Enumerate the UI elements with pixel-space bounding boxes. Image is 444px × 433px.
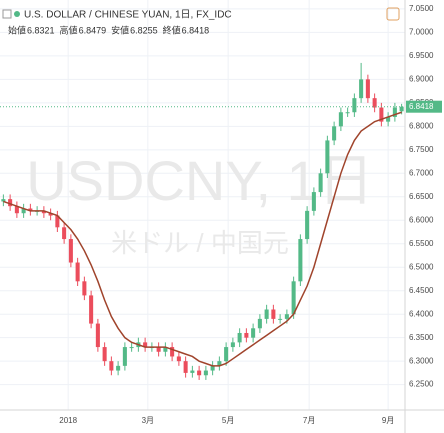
y-tick-label: 6.5000 bbox=[409, 262, 434, 271]
candle-body bbox=[197, 370, 202, 376]
candle-body bbox=[345, 112, 350, 114]
candle-body bbox=[89, 295, 94, 324]
ohlc-label: 安値 bbox=[111, 24, 129, 35]
x-tick-label: 7月 bbox=[303, 416, 315, 425]
candle-body bbox=[75, 262, 80, 282]
y-tick-label: 6.4500 bbox=[409, 286, 434, 295]
y-tick-label: 6.3000 bbox=[409, 356, 434, 365]
candle-body bbox=[244, 332, 249, 338]
candle-body bbox=[359, 79, 364, 99]
clock-icon[interactable] bbox=[386, 7, 400, 21]
candle-body bbox=[271, 309, 276, 319]
candle-body bbox=[55, 215, 60, 228]
x-tick-label: 9月 bbox=[382, 416, 394, 425]
y-tick-label: 7.0000 bbox=[409, 28, 434, 37]
candle-body bbox=[311, 192, 316, 211]
ohlc-value: 6.8418 bbox=[182, 25, 210, 35]
candle-body bbox=[82, 281, 87, 296]
moving-average bbox=[3, 111, 402, 367]
candle-body bbox=[352, 98, 357, 113]
candle-body bbox=[386, 116, 391, 122]
candle-body bbox=[325, 140, 330, 174]
candle-body bbox=[122, 347, 127, 366]
candle-body bbox=[41, 210, 46, 214]
ohlc-label: 終値 bbox=[163, 24, 181, 35]
candle-body bbox=[217, 361, 222, 366]
y-tick-label: 6.4000 bbox=[409, 309, 434, 318]
last-price-label: 6.8418 bbox=[409, 102, 434, 111]
candle-body bbox=[237, 332, 242, 343]
candle-body bbox=[399, 106, 404, 112]
candle-body bbox=[190, 370, 195, 373]
candle-body bbox=[143, 342, 148, 348]
candle-body bbox=[14, 206, 19, 214]
candle-body bbox=[284, 314, 289, 319]
candle-body bbox=[278, 318, 283, 320]
candle-body bbox=[298, 239, 303, 282]
candle-body bbox=[156, 347, 161, 352]
candle-body bbox=[210, 365, 215, 371]
candle-body bbox=[21, 208, 26, 214]
candle-body bbox=[332, 126, 337, 141]
candle-body bbox=[176, 356, 181, 362]
candle-body bbox=[264, 309, 269, 319]
ohlc-label: 始値 bbox=[8, 24, 26, 35]
candle-body bbox=[68, 239, 73, 263]
candle-body bbox=[338, 112, 343, 127]
candle-body bbox=[257, 318, 262, 329]
y-tick-label: 6.3500 bbox=[409, 333, 434, 342]
x-tick-label: 3月 bbox=[142, 416, 154, 425]
candle-body bbox=[291, 281, 296, 315]
y-tick-label: 7.0500 bbox=[409, 4, 434, 13]
candle-body bbox=[116, 365, 121, 371]
candle-body bbox=[8, 199, 13, 207]
candle-body bbox=[62, 227, 67, 240]
candle-body bbox=[95, 323, 100, 348]
candle-body bbox=[129, 347, 134, 349]
candle-body bbox=[109, 361, 114, 371]
x-tick-label: 5月 bbox=[222, 416, 234, 425]
candle-body bbox=[163, 347, 168, 352]
y-tick-label: 6.9000 bbox=[409, 74, 434, 83]
candle-body bbox=[372, 98, 377, 108]
last-price-badge bbox=[406, 100, 442, 113]
ohlc-legend: 始値 6.8321 高値 6.8479 安値 6.8255 終値 6.8418 bbox=[8, 24, 209, 35]
candle-body bbox=[203, 370, 208, 376]
candle-body bbox=[28, 208, 33, 211]
y-tick-label: 6.5500 bbox=[409, 239, 434, 248]
candle-body bbox=[170, 347, 175, 357]
candle-body bbox=[379, 107, 384, 122]
plot bbox=[0, 62, 405, 380]
candle-body bbox=[224, 347, 229, 362]
candle-body bbox=[230, 342, 235, 348]
y-tick-label: 6.8000 bbox=[409, 121, 434, 130]
y-tick-label: 6.6500 bbox=[409, 192, 434, 201]
candle-body bbox=[392, 107, 397, 117]
y-tick-label: 6.7000 bbox=[409, 168, 434, 177]
status-dot bbox=[14, 11, 20, 17]
candle-body bbox=[365, 79, 370, 99]
y-tick-label: 6.7500 bbox=[409, 145, 434, 154]
ohlc-value: 6.8321 bbox=[27, 25, 55, 35]
ohlc-value: 6.8479 bbox=[79, 25, 107, 35]
candle-body bbox=[183, 361, 188, 373]
y-tick-label: 6.2500 bbox=[409, 380, 434, 389]
candle-body bbox=[102, 347, 107, 362]
collapse-button[interactable] bbox=[2, 9, 12, 19]
grid bbox=[0, 0, 405, 410]
candle-body bbox=[1, 199, 6, 202]
chart-title: U.S. DOLLAR / CHINESE YUAN, 1日, FX_IDC bbox=[24, 10, 232, 21]
ohlc-label: 高値 bbox=[60, 24, 78, 35]
watermark-sub: 米ドル / 中国元 bbox=[111, 228, 289, 258]
candle-body bbox=[318, 173, 323, 193]
ohlc-value: 6.8255 bbox=[130, 25, 158, 35]
y-tick-label: 6.6000 bbox=[409, 215, 434, 224]
candle-body bbox=[48, 213, 53, 216]
candle-body bbox=[305, 210, 310, 240]
x-tick-label: 2018 bbox=[59, 416, 77, 425]
y-tick-label: 6.9500 bbox=[409, 51, 434, 60]
candle-body bbox=[251, 328, 256, 338]
